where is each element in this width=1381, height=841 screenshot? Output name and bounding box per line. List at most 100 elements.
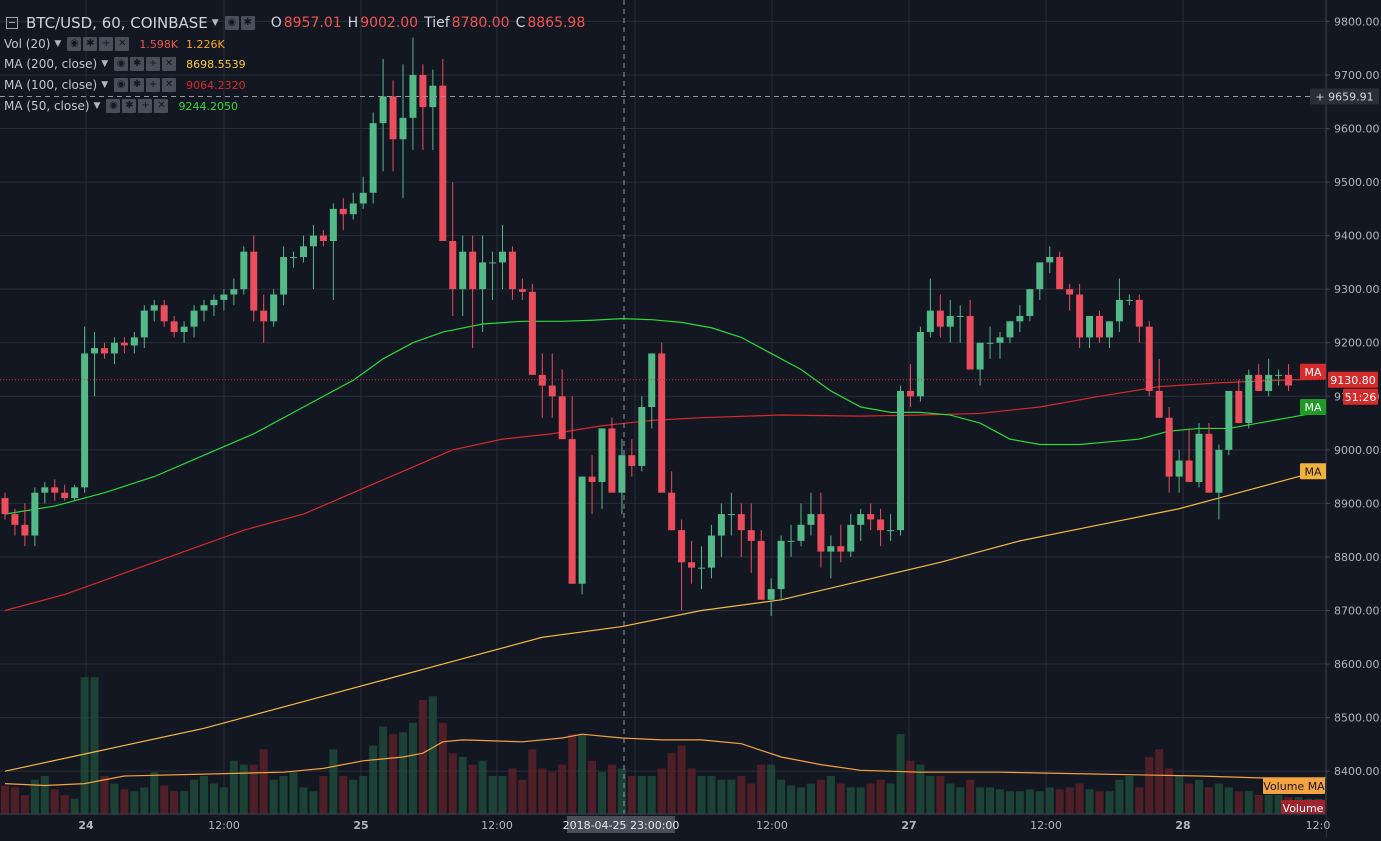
- candle-body[interactable]: [1275, 374, 1283, 376]
- candle-body[interactable]: [698, 567, 705, 569]
- candle-body[interactable]: [737, 514, 745, 531]
- candle-body[interactable]: [11, 514, 19, 525]
- plus-icon[interactable]: +: [146, 57, 161, 71]
- candle-body[interactable]: [678, 530, 686, 563]
- candle-body[interactable]: [1086, 315, 1094, 338]
- eye-icon[interactable]: ◉: [114, 78, 129, 92]
- candle-body[interactable]: [757, 540, 765, 600]
- candle-body[interactable]: [906, 390, 914, 397]
- symbol-title[interactable]: BTC/USD, 60, COINBASE: [26, 14, 208, 32]
- candle-body[interactable]: [936, 310, 944, 327]
- close-icon[interactable]: ✕: [154, 99, 169, 113]
- chevron-down-icon[interactable]: ▼: [101, 59, 109, 69]
- candle-body[interactable]: [319, 235, 327, 241]
- candle-body[interactable]: [1165, 417, 1173, 477]
- candle-body[interactable]: [767, 589, 775, 600]
- candle-body[interactable]: [807, 514, 815, 525]
- chevron-down-icon[interactable]: ▼: [54, 39, 62, 49]
- study-name[interactable]: MA (100, close): [4, 78, 98, 92]
- candle-body[interactable]: [1245, 374, 1253, 424]
- candle-body[interactable]: [926, 310, 934, 333]
- candle-body[interactable]: [200, 305, 208, 311]
- close-icon[interactable]: ✕: [162, 78, 177, 92]
- candle-body[interactable]: [618, 455, 626, 493]
- candle-body[interactable]: [250, 251, 258, 311]
- candle-body[interactable]: [419, 74, 427, 108]
- candle-body[interactable]: [1205, 433, 1213, 493]
- candle-body[interactable]: [339, 208, 347, 215]
- eye-icon[interactable]: ◉: [67, 37, 82, 51]
- eye-icon[interactable]: ◉: [106, 99, 121, 113]
- candle-body[interactable]: [1185, 460, 1193, 482]
- chevron-down-icon[interactable]: ▼: [211, 18, 219, 28]
- candle-body[interactable]: [130, 337, 138, 346]
- candle-body[interactable]: [688, 562, 696, 568]
- candle-body[interactable]: [349, 203, 357, 215]
- candle-body[interactable]: [240, 251, 248, 290]
- candle-body[interactable]: [658, 353, 666, 493]
- candle-body[interactable]: [598, 428, 606, 482]
- candle-body[interactable]: [469, 251, 477, 290]
- study-vol[interactable]: Vol (20) ▼ ◉ ✱ + ✕ 1.598K 1.226K: [4, 35, 233, 53]
- candle-body[interactable]: [976, 342, 984, 370]
- candle-body[interactable]: [1125, 299, 1133, 301]
- candle-body[interactable]: [101, 348, 108, 354]
- candle-body[interactable]: [1225, 390, 1233, 450]
- candle-body[interactable]: [996, 337, 1004, 343]
- candle-body[interactable]: [180, 326, 188, 333]
- candle-body[interactable]: [439, 85, 447, 241]
- candle-body[interactable]: [1026, 289, 1034, 316]
- close-icon[interactable]: ✕: [162, 57, 177, 71]
- study-name[interactable]: MA (50, close): [4, 99, 90, 113]
- candle-body[interactable]: [81, 353, 89, 488]
- candle-body[interactable]: [150, 305, 158, 311]
- gear-icon[interactable]: ✱: [83, 37, 98, 51]
- candle-body[interactable]: [280, 257, 288, 295]
- symbol-row[interactable]: BTC/USD, 60, COINBASE ▼ ◉ ✱ O 8957.01 H …: [4, 12, 585, 34]
- candle-body[interactable]: [1135, 299, 1143, 327]
- candle-body[interactable]: [120, 342, 128, 346]
- candle-body[interactable]: [459, 251, 467, 290]
- candle-body[interactable]: [479, 262, 487, 290]
- candle-body[interactable]: [160, 305, 168, 322]
- candle-body[interactable]: [290, 257, 298, 259]
- candle-body[interactable]: [638, 407, 646, 466]
- candle-body[interactable]: [260, 310, 268, 322]
- candle-body[interactable]: [558, 396, 566, 440]
- price-axis[interactable]: 9800.00 9700.00 9600.00 9500.00 9400.00 9300.…: [1263, 0, 1381, 837]
- candle-body[interactable]: [956, 315, 964, 317]
- candle-body[interactable]: [628, 455, 636, 466]
- candle-body[interactable]: [110, 342, 118, 354]
- candle-body[interactable]: [966, 315, 974, 370]
- candle-body[interactable]: [1056, 257, 1064, 290]
- candle-body[interactable]: [61, 492, 69, 499]
- candle-body[interactable]: [827, 546, 835, 552]
- candle-body[interactable]: [857, 514, 865, 525]
- candle-body[interactable]: [986, 342, 994, 344]
- close-icon[interactable]: ✕: [115, 37, 130, 51]
- candle-body[interactable]: [170, 321, 178, 333]
- candle-body[interactable]: [707, 535, 715, 568]
- candle-body[interactable]: [369, 123, 377, 193]
- candle-body[interactable]: [837, 546, 845, 552]
- candle-body[interactable]: [777, 540, 785, 590]
- candle-body[interactable]: [329, 208, 337, 241]
- eye-icon[interactable]: ◉: [224, 16, 239, 30]
- plus-icon[interactable]: +: [138, 99, 153, 113]
- candle-body[interactable]: [817, 514, 825, 552]
- candle-body[interactable]: [528, 291, 536, 375]
- candle-body[interactable]: [21, 524, 29, 536]
- candle-body[interactable]: [1036, 262, 1044, 290]
- candle-body[interactable]: [389, 96, 397, 140]
- candle-body[interactable]: [727, 514, 735, 516]
- candle-body[interactable]: [210, 299, 218, 306]
- study-name[interactable]: MA (200, close): [4, 57, 98, 71]
- candle-body[interactable]: [747, 530, 755, 541]
- candle-body[interactable]: [1, 498, 9, 515]
- candle-body[interactable]: [1006, 321, 1014, 338]
- candle-body[interactable]: [608, 428, 616, 493]
- candle-body[interactable]: [797, 524, 805, 541]
- candle-body[interactable]: [449, 240, 457, 290]
- candle-body[interactable]: [41, 487, 49, 493]
- candle-body[interactable]: [489, 262, 497, 264]
